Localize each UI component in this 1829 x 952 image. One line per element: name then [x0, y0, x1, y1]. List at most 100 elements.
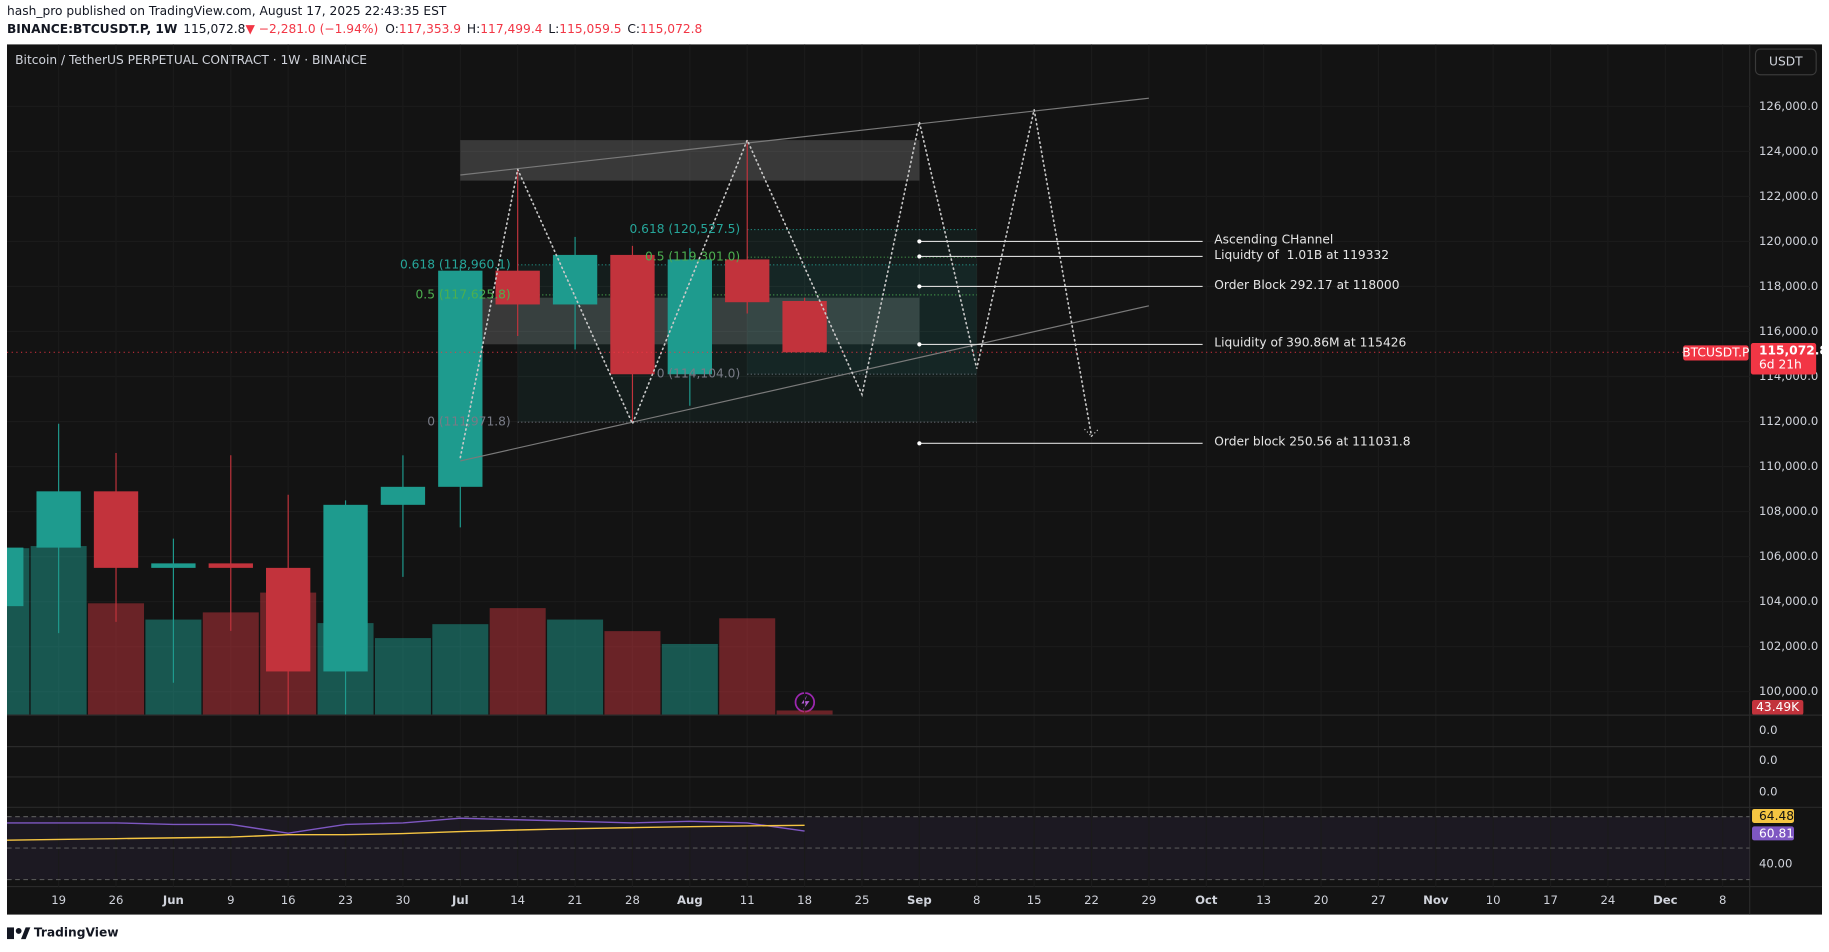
x-tick-label: 8	[973, 893, 980, 907]
volume-bar	[547, 619, 604, 716]
plot	[6, 97, 1150, 716]
x-tick-label: 29	[1141, 893, 1156, 907]
channel-line	[460, 305, 1150, 462]
annotation-label: Liquidity of 390.86M at 115426	[1214, 336, 1406, 350]
x-tick-label: 14	[510, 893, 525, 907]
x-tick-label: 30	[396, 893, 411, 907]
y-tick-label: 110,000.0	[1759, 459, 1818, 473]
y-tick-label: 112,000.0	[1759, 414, 1818, 428]
volume-bar	[489, 608, 546, 716]
o-label: O:	[385, 22, 399, 36]
x-tick-label: Jul	[451, 893, 469, 907]
candle-body	[36, 491, 81, 548]
candle-body	[93, 491, 139, 568]
pane-value-label: 0.0	[1759, 785, 1778, 799]
x-tick-label: 15	[1027, 893, 1042, 907]
c-value: 115,072.8	[640, 22, 702, 36]
x-tick-label: 8	[1719, 893, 1726, 907]
x-tick-label: Sep	[907, 893, 932, 907]
candle-body	[6, 547, 24, 607]
rsi-tag	[1752, 826, 1795, 841]
overlays: 100,000.0 102,000.0 104,000.0 106,000.0 108,…	[6, 99, 1828, 907]
volume-tag-label: 43.49K	[1756, 700, 1800, 714]
volume-bar	[432, 624, 489, 716]
projection-path	[459, 109, 1093, 459]
rsi-tag-label: 60.81	[1759, 826, 1794, 840]
rsi-tick-label: 40.00	[1759, 856, 1792, 870]
pane-value-label: 0.0	[1759, 753, 1778, 767]
y-tick-label: 124,000.0	[1759, 144, 1818, 158]
y-tick-label: 126,000.0	[1759, 99, 1818, 113]
x-tick-label: 18	[797, 893, 812, 907]
l-label: L:	[548, 22, 559, 36]
x-tick-label: 16	[281, 893, 296, 907]
rsi-line	[6, 824, 805, 841]
candle-body	[380, 486, 426, 505]
annotation-label: Order Block 292.17 at 118000	[1214, 278, 1399, 292]
l-value: 115,059.5	[559, 22, 621, 36]
annotation-label: Order block 250.56 at 111031.8	[1214, 435, 1410, 449]
y-tick-label: 100,000.0	[1759, 684, 1818, 698]
x-tick-label: 23	[338, 893, 353, 907]
x-tick-label: 19	[51, 893, 66, 907]
x-tick-label: Dec	[1653, 893, 1678, 907]
annotation-dot	[917, 441, 922, 446]
rsi-tag	[1752, 808, 1795, 823]
c-label: C:	[627, 22, 640, 36]
annotation-dot	[917, 284, 922, 289]
x-tick-label: 22	[1084, 893, 1099, 907]
candle-body	[323, 504, 368, 672]
fib-label: 0.618 (118,960.1)	[400, 257, 511, 271]
symbol-tag	[1683, 345, 1749, 361]
countdown-label: 6d 21h	[1759, 358, 1802, 372]
x-tick-label: 20	[1314, 893, 1329, 907]
candle-body	[438, 270, 483, 487]
annotation-dot	[917, 239, 922, 244]
candle-body	[782, 300, 827, 353]
x-tick-label: 26	[109, 893, 124, 907]
price-tag-label: 115,072.8	[1759, 344, 1828, 358]
y-tick-label: 120,000.0	[1759, 234, 1818, 248]
fib-label: 0 (114,104.0)	[657, 367, 740, 381]
candle-body	[725, 259, 770, 303]
currency-label[interactable]: USDT	[1769, 54, 1803, 68]
chart-background	[6, 44, 1823, 915]
x-tick-label: 25	[855, 893, 870, 907]
x-tick-label: 21	[568, 893, 583, 907]
logo-dot	[15, 928, 22, 934]
volume-bar	[661, 643, 718, 716]
y-tick-label: 102,000.0	[1759, 639, 1818, 653]
x-tick-label: Oct	[1195, 893, 1218, 907]
h-value: 117,499.4	[480, 22, 542, 36]
change: ▼ −2,281.0 (−1.94%)	[245, 22, 378, 36]
y-tick-label: 118,000.0	[1759, 279, 1818, 293]
volume-tag	[1752, 699, 1804, 716]
x-tick-label: 28	[625, 893, 640, 907]
pane-value-label: 0.0	[1759, 723, 1778, 737]
candle-body	[208, 563, 253, 568]
fib-label: 0.5 (117,625.8)	[416, 287, 511, 301]
x-tick-label: Nov	[1423, 893, 1449, 907]
x-tick-label: Jun	[162, 893, 184, 907]
y-tick-label: 108,000.0	[1759, 504, 1818, 518]
x-tick-label: 11	[740, 893, 755, 907]
x-tick-label: 9	[227, 893, 234, 907]
publisher-line: hash_pro published on TradingView.com, A…	[7, 4, 447, 18]
x-tick-label: Aug	[677, 893, 703, 907]
brand: TradingView	[34, 926, 119, 940]
annotation-dot	[917, 254, 922, 259]
currency-button[interactable]	[1754, 48, 1817, 76]
candle-body	[266, 567, 311, 672]
fib-label: 0.618 (120,527.5)	[629, 222, 740, 236]
x-tick-label: 10	[1486, 893, 1501, 907]
volume-bar	[374, 638, 431, 716]
fib-label: 0.5 (119,301.0)	[645, 250, 740, 264]
volume-bar	[604, 631, 661, 716]
event-bolt	[801, 695, 810, 711]
y-tick-label: 122,000.0	[1759, 189, 1818, 203]
h-label: H:	[467, 22, 480, 36]
volume-bar	[719, 618, 776, 716]
annotation-dot	[917, 342, 922, 347]
logo-mark	[6, 927, 14, 940]
